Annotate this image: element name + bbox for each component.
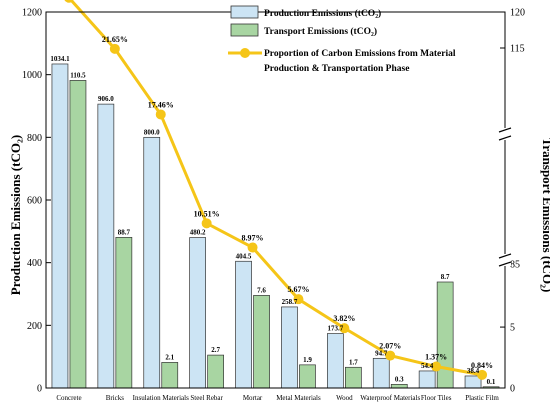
- bar-label-transport: 0.3: [395, 375, 404, 383]
- proportion-marker: [431, 361, 442, 372]
- y2-tick-label: 0: [510, 384, 515, 395]
- bar-label-transport: 2.1: [165, 353, 174, 361]
- legend-label-proportion-line2: Production & Transportation Phase: [264, 64, 409, 74]
- proportion-marker: [293, 294, 304, 305]
- bar-production: [327, 333, 344, 389]
- bar-production: [418, 370, 436, 389]
- bar-label-production: 800.0: [144, 128, 160, 136]
- proportion-label: 21.65%: [102, 35, 128, 44]
- bar-label-transport: 2.7: [211, 346, 220, 354]
- bar-label-production: 173.7: [327, 325, 343, 333]
- y-axis-label-right: Transport Emissions (tCO₂): [540, 138, 550, 293]
- y2-tick-label: 115: [510, 44, 525, 55]
- bar-label-production: 1034.1: [50, 55, 70, 63]
- bar-production: [235, 260, 252, 389]
- bar-label-transport: 88.7: [118, 228, 131, 236]
- bar-production: [97, 103, 115, 389]
- bar-label-transport: 8.7: [441, 273, 450, 281]
- proportion-label: 5.67%: [287, 285, 309, 294]
- x-tick-label: Mortar: [243, 394, 263, 402]
- proportion-line: [68, 0, 483, 377]
- x-tick-label: Insulation Materials: [133, 394, 189, 402]
- bar-transport: [161, 362, 179, 389]
- x-tick-label: Metal Materials: [276, 394, 321, 402]
- axis-break-mark: [498, 135, 512, 141]
- bar-label-production: 54.4: [421, 362, 434, 370]
- x-tick-label: Waterproof Materials: [360, 394, 420, 402]
- proportion-marker: [64, 0, 74, 3]
- axis-break-mark: [498, 261, 512, 267]
- proportion-marker: [155, 109, 166, 120]
- x-tick-label: Wood: [336, 394, 353, 402]
- bar-transport: [390, 383, 408, 389]
- legend-label-transport: Transport Emissions (tCO₂): [264, 26, 377, 37]
- proportion-marker: [339, 323, 350, 334]
- bar-transport: [299, 364, 316, 389]
- bar-production: [143, 136, 161, 389]
- proportion-label: 1.37%: [425, 353, 447, 362]
- proportion-label: 2.07%: [379, 342, 401, 351]
- legend-label-proportion-line1: Proportion of Carbon Emissions from Mate…: [264, 49, 456, 59]
- bar-production: [372, 357, 390, 389]
- x-tick-label: Bricks: [106, 394, 125, 402]
- bar-production: [51, 63, 69, 389]
- proportion-marker: [109, 43, 120, 54]
- proportion-marker: [201, 218, 212, 229]
- bar-transport: [253, 295, 270, 389]
- bar-label-transport: 0.1: [487, 378, 496, 386]
- y-tick-label: 600: [27, 196, 42, 207]
- bar-label-production: 38.4: [467, 367, 480, 375]
- legend-label-production: Production Emissions (tCO₂): [264, 8, 381, 19]
- bar-label-production: 480.2: [190, 229, 206, 237]
- bar-transport: [436, 281, 454, 389]
- bar-label-production: 258.7: [282, 298, 298, 306]
- bar-label-transport: 7.6: [257, 286, 266, 294]
- bar-label-production: 404.5: [236, 252, 252, 260]
- proportion-label: 17.46%: [148, 100, 174, 109]
- legend-swatch-transport: [230, 23, 259, 37]
- bar-transport: [115, 237, 133, 389]
- proportion-marker: [385, 350, 396, 361]
- y-tick-label: 200: [27, 321, 42, 332]
- bar-label-transport: 1.7: [349, 358, 358, 366]
- x-tick-label: Steel Rebar: [190, 394, 223, 402]
- proportion-marker: [477, 369, 488, 380]
- y-tick-label: 0: [37, 384, 42, 395]
- bar-label-transport: 1.9: [303, 356, 312, 364]
- proportion-label: 0.84%: [471, 361, 493, 370]
- proportion-label: 8.97%: [242, 233, 264, 242]
- axis-break-mark: [498, 127, 512, 133]
- bar-transport: [345, 366, 362, 389]
- proportion-label: 10.51%: [194, 209, 220, 218]
- bar-production: [189, 237, 206, 389]
- x-tick-label: Plastic Film: [465, 394, 499, 402]
- bar-transport: [69, 80, 87, 389]
- y2-tick-label: 5: [510, 323, 515, 334]
- bar-label-production: 906.0: [98, 95, 114, 103]
- y-tick-label: 400: [27, 258, 42, 269]
- bar-transport: [207, 354, 224, 389]
- y-tick-label: 1200: [22, 8, 42, 19]
- bar-production: [281, 306, 298, 389]
- axis-break-mark: [498, 253, 512, 259]
- bar-label-transport: 110.5: [70, 71, 86, 79]
- proportion-marker: [247, 242, 258, 253]
- y2-tick-label: 85: [510, 260, 520, 271]
- y2-tick-label: 120: [510, 8, 525, 19]
- y-tick-label: 800: [27, 133, 42, 144]
- x-tick-label: Floor Tiles: [421, 394, 452, 402]
- proportion-label: 3.82%: [333, 314, 355, 323]
- legend: Production Emissions (tCO₂) Transport Em…: [228, 5, 456, 74]
- y-tick-label: 1000: [22, 70, 42, 81]
- legend-marker-proportion: [240, 48, 250, 58]
- y-axis-label-left: Production Emissions (tCO₂): [8, 135, 23, 295]
- bar-label-production: 94.7: [375, 349, 388, 357]
- x-tick-label: Concrete: [56, 394, 81, 402]
- legend-swatch-production: [230, 5, 259, 19]
